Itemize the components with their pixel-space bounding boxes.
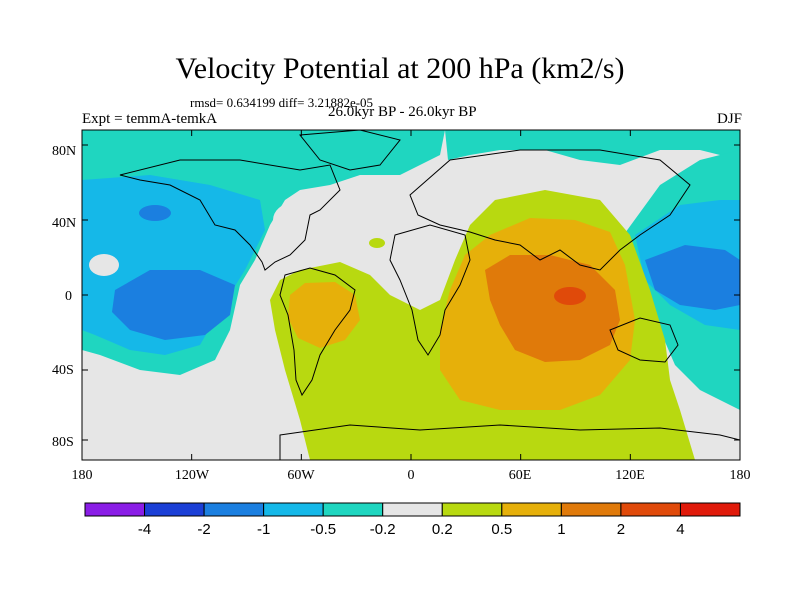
field-pos-strong — [485, 255, 620, 362]
eurasia-outline — [409, 149, 691, 271]
season-label: DJF — [716, 111, 742, 127]
africa-outline — [389, 224, 471, 356]
plot-title: Velocity Potential at 200 hPa (km2/s) — [175, 52, 625, 85]
colorbar-label: -0.2 — [370, 521, 396, 538]
lat-label-40n: 40N — [52, 216, 76, 231]
lon-label-120e: 120E — [615, 468, 645, 483]
field-pos-weak-blob — [369, 238, 385, 248]
colorbar-box — [620, 502, 681, 517]
period-label: 26.0kyr BP - 26.0kyr BP — [328, 104, 477, 120]
colorbar-labels: -4 -2 -1 -0.5 -0.2 0.2 0.5 1 2 4 — [138, 521, 685, 538]
colorbar-box — [144, 502, 205, 517]
lat-label-80s: 80S — [52, 435, 74, 450]
experiment-label: Expt = temmA-temkA — [82, 111, 218, 127]
contour-field — [82, 130, 740, 460]
australia-outline — [609, 317, 679, 363]
colorbar-box — [203, 502, 265, 517]
colorbar-label: -0.5 — [310, 521, 336, 538]
colorbar-box — [560, 502, 622, 517]
colorbar-box — [263, 502, 324, 517]
colorbar — [84, 502, 741, 517]
colorbar-box — [441, 502, 503, 517]
colorbar-label: 2 — [617, 521, 625, 538]
colorbar-label: -4 — [138, 521, 151, 538]
colorbar-box — [382, 502, 443, 517]
lat-label-40s: 40S — [52, 363, 74, 378]
lon-label-60w: 60W — [287, 468, 315, 483]
lon-label-0: 0 — [408, 468, 415, 483]
field-pos-mid-samerica — [288, 282, 360, 348]
colorbar-label: -1 — [257, 521, 270, 538]
colorbar-label: 0.5 — [491, 521, 512, 538]
field-neutral-hole-west — [89, 254, 119, 276]
lon-label-60e: 60E — [509, 468, 532, 483]
field-neg-weak-north — [445, 130, 740, 165]
colorbar-box — [322, 502, 384, 517]
field-neutral-hole-central — [273, 203, 313, 237]
greenland-outline — [299, 130, 401, 171]
lat-ticks — [82, 144, 740, 441]
colorbar-label: 1 — [557, 521, 565, 538]
lon-label-180w: 180 — [72, 468, 93, 483]
field-neg-strong-west — [112, 270, 235, 340]
field-neg-strong-small — [139, 205, 171, 221]
stats-label: rmsd= 0.634199 diff= 3.21882e-05 — [190, 95, 374, 110]
colorbar-label: -2 — [197, 521, 210, 538]
colorbar-box — [84, 502, 146, 517]
colorbar-label: 4 — [676, 521, 684, 538]
field-pos-max — [554, 287, 586, 305]
colorbar-label: 0.2 — [432, 521, 453, 538]
lon-label-120w: 120W — [175, 468, 210, 483]
lat-label-80n: 80N — [52, 144, 76, 159]
south-america-outline — [279, 267, 356, 397]
lat-label-0: 0 — [65, 289, 72, 304]
colorbar-box — [501, 502, 562, 517]
north-america-outline — [119, 159, 341, 271]
colorbar-box — [679, 502, 741, 517]
antarctica-outline — [279, 424, 740, 460]
field-neg-strong-east — [645, 245, 740, 310]
lon-ticks — [81, 130, 741, 460]
coastlines — [119, 130, 740, 460]
lon-label-180e: 180 — [730, 468, 751, 483]
